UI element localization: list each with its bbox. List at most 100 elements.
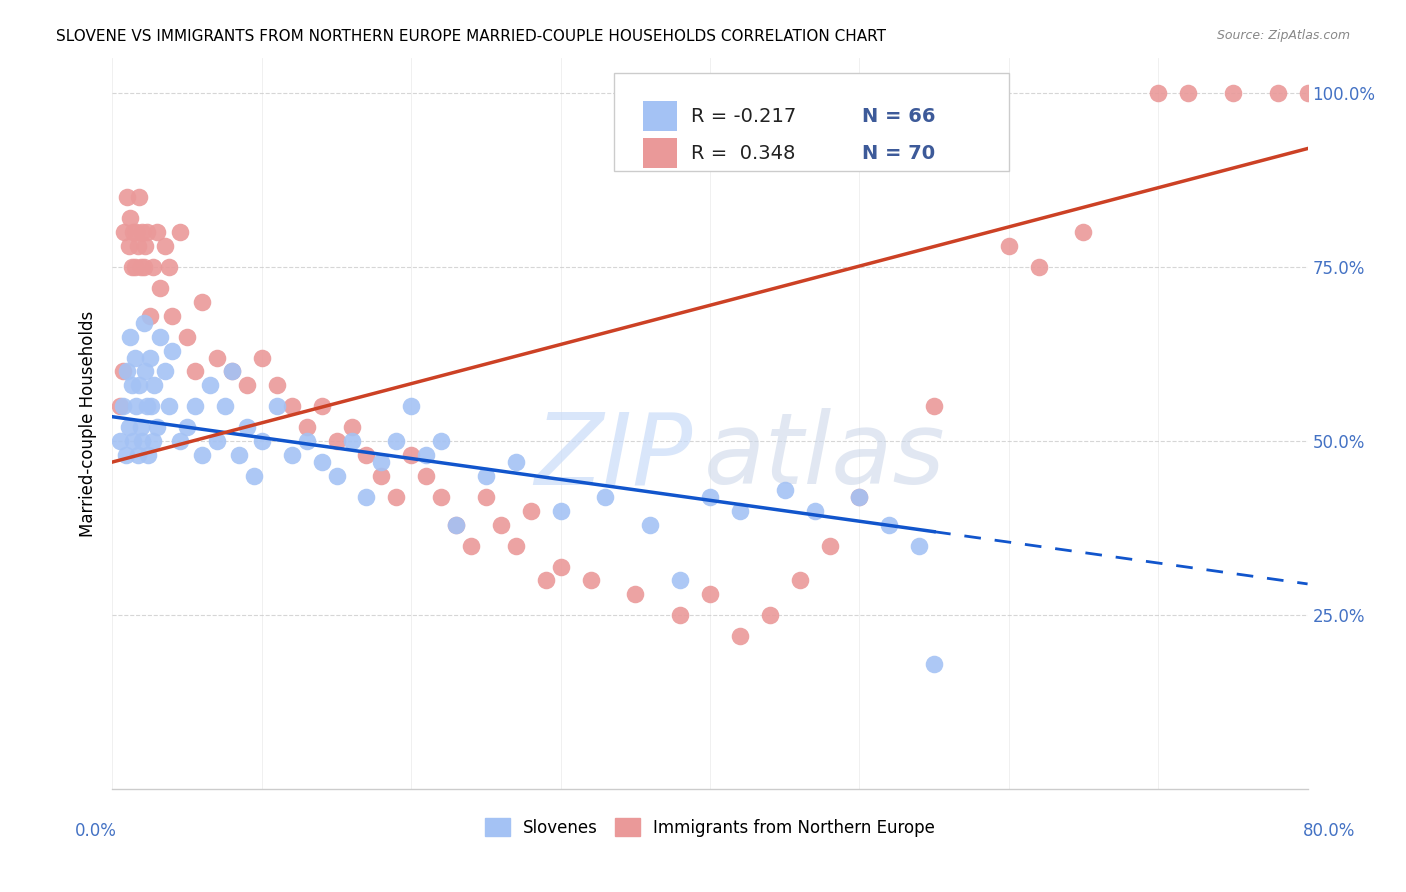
Point [128, 378, 150, 392]
Point [198, 378, 221, 392]
Point [111, 399, 134, 413]
Point [118, 239, 141, 253]
Point [146, 420, 169, 434]
Point [122, 434, 145, 449]
Text: SLOVENE VS IMMIGRANTS FROM NORTHERN EUROPE MARRIED-COUPLE HOUSEHOLDS CORRELATION: SLOVENE VS IMMIGRANTS FROM NORTHERN EURO… [56, 29, 886, 44]
Point [157, 399, 180, 413]
Point [183, 399, 205, 413]
Point [120, 329, 142, 343]
Text: R = -0.217: R = -0.217 [690, 106, 796, 126]
Point [228, 448, 250, 462]
Point [595, 490, 617, 504]
Point [1147, 86, 1170, 100]
Point [205, 434, 228, 449]
Text: 80.0%: 80.0% [1302, 822, 1355, 840]
Text: ZIP: ZIP [534, 409, 692, 505]
Point [818, 539, 841, 553]
Point [169, 225, 191, 239]
Point [205, 351, 228, 365]
Point [117, 190, 139, 204]
Point [401, 399, 423, 413]
Point [295, 420, 318, 434]
Point [1222, 86, 1244, 100]
Y-axis label: Married-couple Households: Married-couple Households [79, 310, 97, 537]
Point [124, 351, 146, 365]
Text: R =  0.348: R = 0.348 [690, 144, 796, 162]
Point [430, 434, 453, 449]
Point [221, 364, 243, 378]
Point [125, 399, 148, 413]
Point [236, 420, 259, 434]
Point [153, 364, 176, 378]
Point [848, 490, 870, 504]
Point [129, 420, 152, 434]
Point [143, 378, 166, 392]
Point [128, 190, 150, 204]
Point [460, 539, 482, 553]
Point [135, 399, 157, 413]
Point [415, 469, 437, 483]
Point [803, 504, 825, 518]
Point [908, 539, 931, 553]
Point [120, 211, 142, 226]
Point [176, 420, 198, 434]
Point [250, 351, 273, 365]
Point [370, 455, 392, 469]
Point [132, 316, 155, 330]
Point [157, 260, 180, 274]
Point [550, 559, 572, 574]
Point [1177, 86, 1199, 100]
Point [415, 448, 437, 462]
Point [183, 364, 205, 378]
Point [214, 399, 236, 413]
Point [550, 504, 572, 518]
Point [122, 225, 145, 239]
Point [728, 629, 751, 643]
Point [121, 378, 143, 392]
Text: 0.0%: 0.0% [75, 822, 117, 840]
Text: N = 70: N = 70 [862, 144, 935, 162]
FancyBboxPatch shape [643, 138, 676, 168]
Point [922, 399, 945, 413]
Point [139, 351, 162, 365]
Point [125, 225, 148, 239]
Point [146, 225, 169, 239]
Point [325, 434, 347, 449]
Point [281, 399, 304, 413]
Point [669, 608, 692, 623]
Point [149, 281, 172, 295]
Point [149, 329, 172, 343]
Point [401, 448, 423, 462]
Point [922, 657, 945, 671]
Point [579, 574, 602, 588]
Point [127, 239, 149, 253]
Point [115, 448, 138, 462]
Point [114, 225, 135, 239]
Point [1267, 86, 1289, 100]
Point [520, 504, 543, 518]
Point [266, 378, 288, 392]
Point [1028, 260, 1050, 274]
Point [669, 574, 692, 588]
Point [131, 225, 153, 239]
Point [640, 517, 662, 532]
Point [340, 420, 363, 434]
Point [444, 517, 467, 532]
Point [534, 574, 557, 588]
Point [117, 364, 139, 378]
Text: Source: ZipAtlas.com: Source: ZipAtlas.com [1216, 29, 1350, 42]
Point [699, 490, 721, 504]
Point [129, 260, 152, 274]
Point [430, 490, 453, 504]
Point [281, 448, 304, 462]
Point [169, 434, 191, 449]
Point [848, 490, 870, 504]
Point [243, 469, 266, 483]
Point [489, 517, 512, 532]
Point [108, 434, 131, 449]
Point [141, 399, 163, 413]
Point [879, 517, 901, 532]
Text: N = 66: N = 66 [862, 106, 935, 126]
FancyBboxPatch shape [614, 72, 1010, 171]
Point [266, 399, 288, 413]
